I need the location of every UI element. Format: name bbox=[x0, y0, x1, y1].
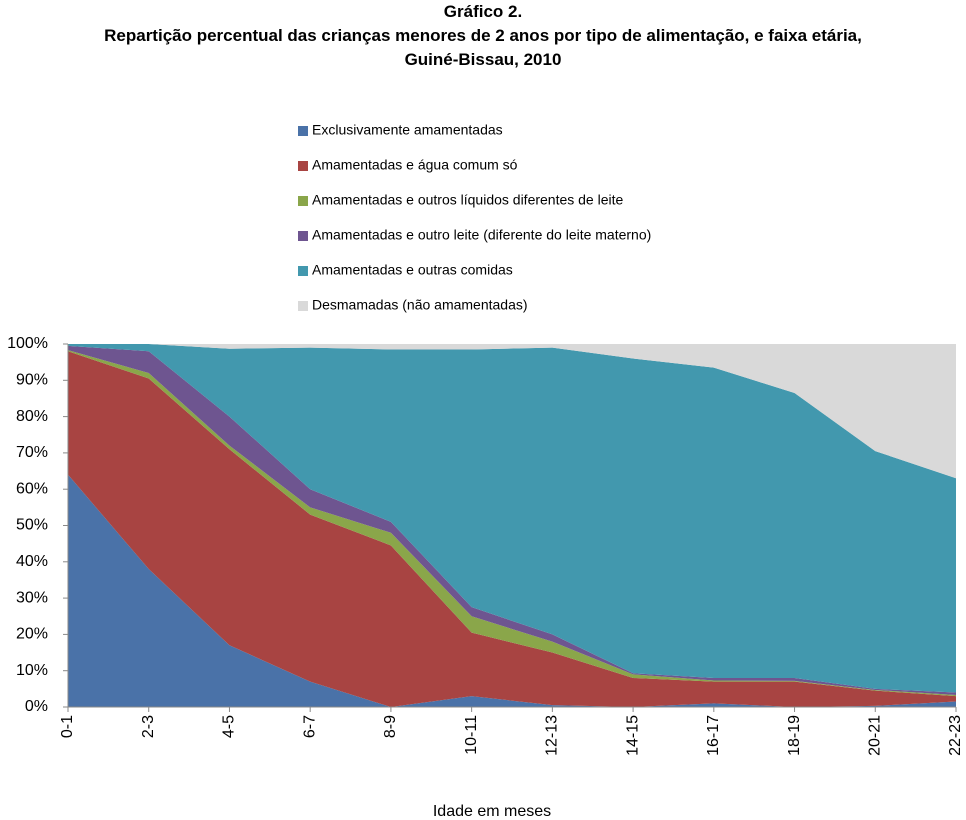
x-axis-title: Idade em meses bbox=[433, 803, 551, 820]
legend-swatch bbox=[298, 301, 308, 311]
x-tick-label: 10-11 bbox=[463, 715, 480, 755]
legend-swatch bbox=[298, 231, 308, 241]
y-tick-label: 40% bbox=[16, 553, 48, 570]
legend-swatch bbox=[298, 196, 308, 206]
area bbox=[68, 350, 956, 697]
legend-swatch bbox=[298, 266, 308, 276]
x-tick-label: 12-13 bbox=[544, 715, 561, 756]
legend-swatch bbox=[298, 126, 308, 136]
chart-title: Gráfico 2. bbox=[443, 2, 523, 21]
legend-label: Desmamadas (não amamentadas) bbox=[312, 297, 528, 313]
x-tick-label: 18-19 bbox=[786, 715, 803, 756]
y-tick-label: 0% bbox=[25, 698, 48, 715]
legend-swatch bbox=[298, 161, 308, 171]
legend-label: Amamentadas e outros líquidos diferentes… bbox=[312, 192, 624, 208]
y-tick-label: 100% bbox=[7, 335, 48, 352]
area bbox=[68, 474, 956, 707]
y-tick-label: 60% bbox=[16, 480, 48, 497]
area bbox=[68, 351, 956, 707]
y-tick-label: 10% bbox=[16, 662, 48, 679]
titles: Gráfico 2. Repartição percentual das cri… bbox=[0, 0, 966, 72]
x-tick-label: 22-23 bbox=[947, 715, 964, 756]
area bbox=[68, 344, 956, 693]
area bbox=[68, 344, 956, 479]
x-tick-label: 8-9 bbox=[382, 715, 399, 738]
y-tick-label: 20% bbox=[16, 626, 48, 643]
x-tick-label: 6-7 bbox=[301, 715, 318, 738]
legend-label: Amamentadas e água comum só bbox=[312, 157, 518, 173]
legend-label: Amamentadas e outras comidas bbox=[312, 262, 513, 278]
y-tick-label: 80% bbox=[16, 408, 48, 425]
area bbox=[68, 345, 956, 696]
legend-label: Amamentadas e outro leite (diferente do … bbox=[312, 227, 651, 243]
y-tick-label: 30% bbox=[16, 589, 48, 606]
chart-subtitle: Repartição percentual das crianças menor… bbox=[104, 26, 862, 69]
y-tick-label: 70% bbox=[16, 444, 48, 461]
x-tick-label: 2-3 bbox=[140, 715, 157, 738]
x-tick-label: 20-21 bbox=[866, 715, 883, 756]
y-tick-label: 50% bbox=[16, 517, 48, 534]
y-tick-label: 90% bbox=[16, 372, 48, 389]
x-tick-label: 4-5 bbox=[221, 715, 238, 738]
x-tick-label: 14-15 bbox=[624, 715, 641, 756]
x-tick-label: 16-17 bbox=[705, 715, 722, 756]
x-tick-label: 0-1 bbox=[59, 715, 76, 738]
legend-label: Exclusivamente amamentadas bbox=[312, 122, 503, 138]
